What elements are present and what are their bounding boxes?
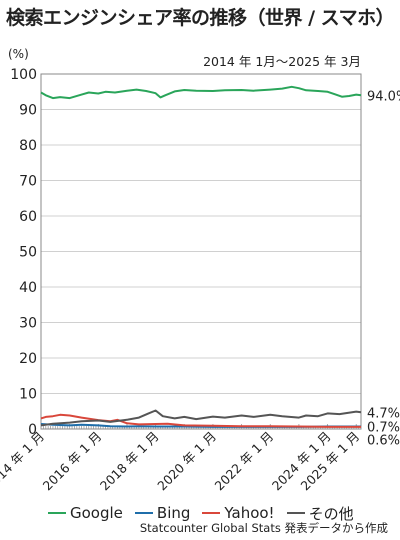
series-line-3 xyxy=(40,409,362,427)
legend-label: Yahoo! xyxy=(224,504,275,522)
y-tick-label: 40 xyxy=(19,280,37,296)
legend-item-2: Yahoo! xyxy=(202,504,275,522)
grid-layer xyxy=(40,73,362,430)
legend-swatch xyxy=(48,512,66,514)
y-tick-label: 30 xyxy=(19,316,37,332)
x-tick-label: 2018 年 1 月 xyxy=(97,429,162,494)
source-note: Statcounter Global Stats 発表データから作成 xyxy=(139,521,388,535)
legend-label: Google xyxy=(70,504,123,522)
y-tick-label: 10 xyxy=(19,387,37,403)
series-end-label-0: 94.0% xyxy=(367,89,400,104)
chart-title: 検索エンジンシェア率の推移（世界 / スマホ） xyxy=(6,7,395,29)
legend: Google Bing Yahoo! その他 xyxy=(48,500,366,524)
y-tick-label: 100 xyxy=(10,67,37,83)
legend-swatch xyxy=(286,512,305,514)
legend-item-0: Google xyxy=(48,504,123,522)
label-layer: 94.0% 4.7%0.7%0.6% xyxy=(367,89,400,448)
legend-label: Bing xyxy=(156,504,191,522)
legend-label: その他 xyxy=(308,504,354,523)
x-tick-label: 2020 年 1 月 xyxy=(154,429,219,494)
x-tick-label: 2022 年 1 月 xyxy=(212,429,277,494)
series-end-label-2: 0.6% xyxy=(367,434,400,449)
period-label: 2014 年 1月〜2025 年 3月 xyxy=(203,54,361,69)
y-tick-label: 0 xyxy=(28,422,37,438)
series-end-label-3: 4.7% xyxy=(367,406,400,421)
y-tick-label: 90 xyxy=(19,103,37,119)
series-end-label-1: 0.7% xyxy=(367,421,400,436)
x-tick-label: 2016 年 1 月 xyxy=(40,429,105,494)
legend-swatch xyxy=(134,512,153,514)
legend-swatch xyxy=(202,512,221,514)
y-tick-label: 20 xyxy=(19,351,37,367)
y-tick-label: 50 xyxy=(19,245,37,261)
y-tick-label: 70 xyxy=(19,174,37,190)
legend-item-1: Bing xyxy=(134,504,191,522)
series-layer xyxy=(40,85,362,428)
series-line-2 xyxy=(40,413,361,428)
series-line-0 xyxy=(40,85,362,100)
y-tick-label: 60 xyxy=(19,209,37,225)
legend-item-3: その他 xyxy=(286,503,354,524)
y-tick-label: 80 xyxy=(19,138,37,154)
y-unit-label: (%) xyxy=(8,47,29,61)
